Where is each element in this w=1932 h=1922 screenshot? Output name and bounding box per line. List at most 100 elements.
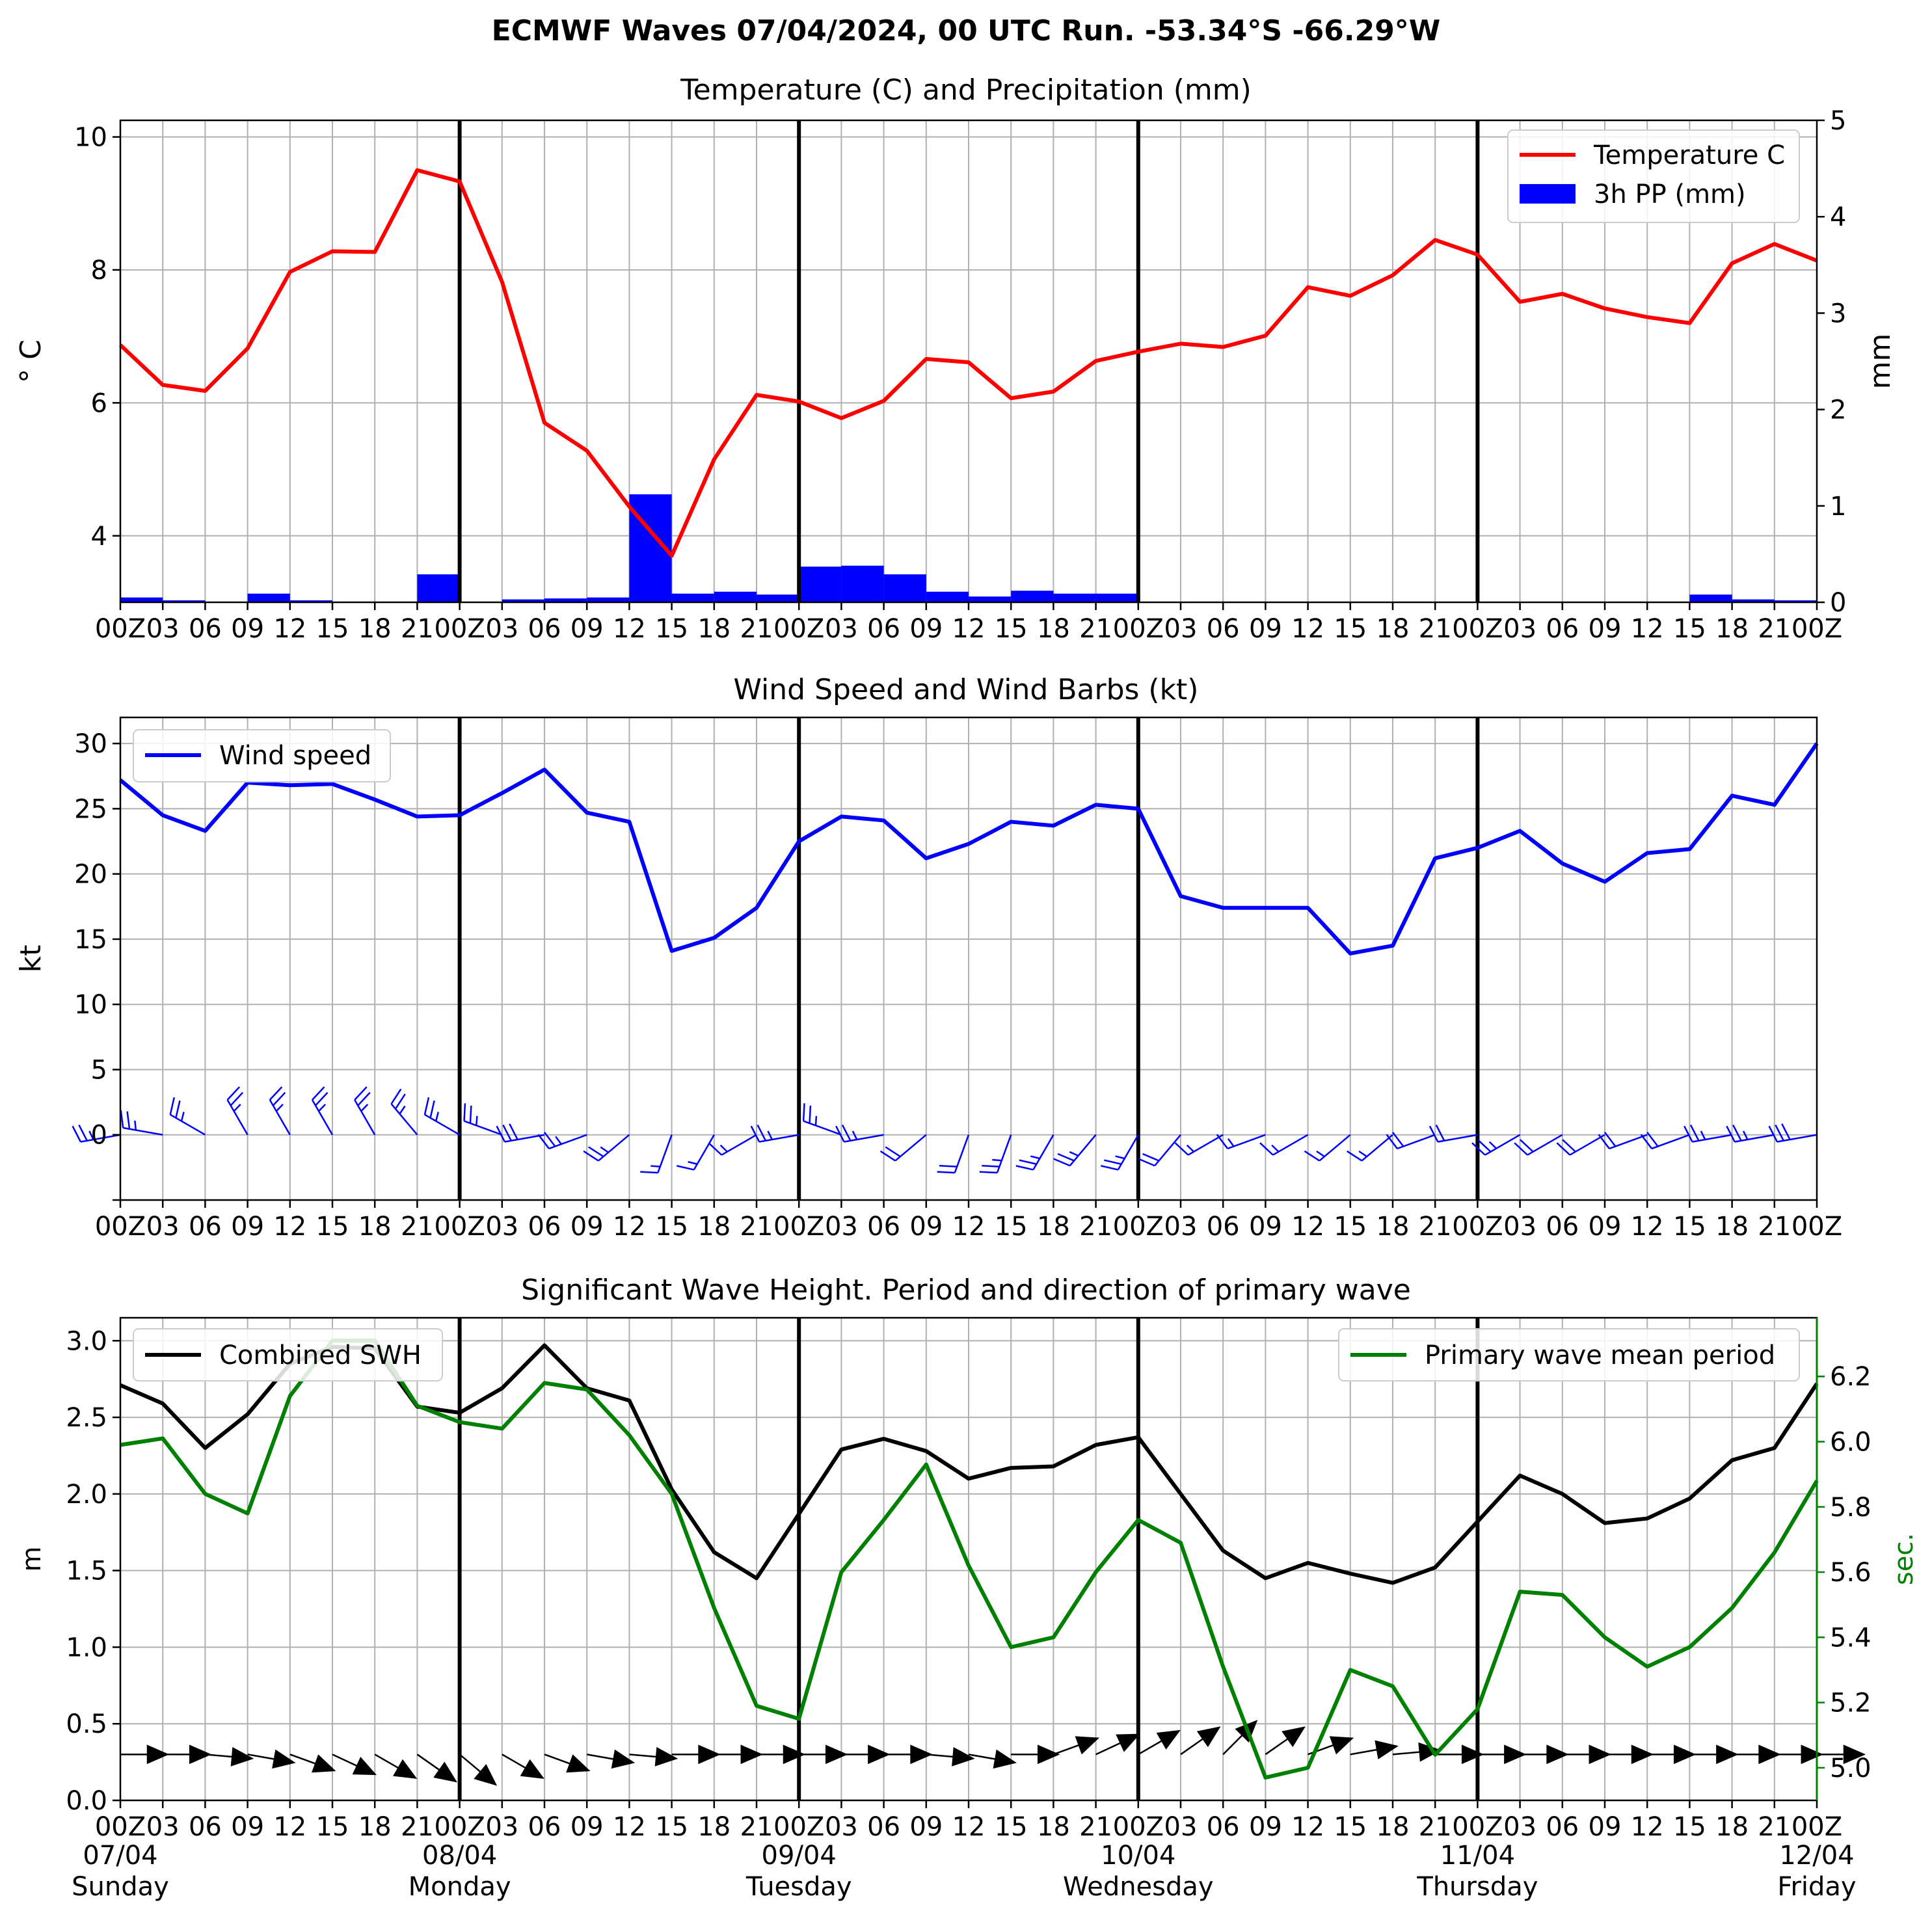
- precip-bar: [417, 574, 460, 602]
- y-tick-label: 1.5: [66, 1556, 107, 1586]
- wind-barb: [1684, 1124, 1732, 1143]
- wind-barbs: [72, 1086, 1818, 1174]
- precip-bar: [587, 597, 630, 602]
- x-tick-label: 00Z: [434, 614, 485, 644]
- wind-speed-line: [119, 742, 1819, 955]
- x-tick-label: 21: [1419, 1212, 1452, 1242]
- y-axis-label-temperature: ° C: [14, 340, 47, 383]
- y-tick-label: 2.0: [66, 1480, 107, 1510]
- x-tick-label: 18: [697, 614, 731, 644]
- wave-direction-arrow: [544, 1754, 591, 1773]
- precip-bar: [883, 574, 926, 602]
- y-tick-label: 4: [91, 522, 107, 552]
- legend-box: [1338, 1328, 1800, 1381]
- x-tick-label: 12: [952, 1212, 986, 1242]
- panel-grid-2: [120, 717, 1818, 1200]
- x-tick-label: 15: [1334, 614, 1367, 644]
- wave-direction-arrow: [1350, 1740, 1399, 1759]
- legend-label-temperature: Temperature C: [1593, 140, 1785, 170]
- precip-bar: [1095, 593, 1138, 602]
- x-tick-label: 18: [1715, 1812, 1749, 1842]
- x-ticks-2: 00Z 03 06 09 12 15 18 21 00Z 03 06 09 12 15 18 21 00Z 03 0…: [95, 1200, 1842, 1242]
- y-tick-label-right: 0: [1830, 588, 1846, 618]
- x-tick-label: 00Z: [1113, 1212, 1164, 1242]
- x-tick-label: 15: [995, 614, 1028, 644]
- wave-direction-arrow: [1605, 1744, 1654, 1765]
- x-tick-label: 06: [867, 1812, 900, 1842]
- precip-bar: [1774, 600, 1817, 602]
- wind-barb: [423, 1097, 461, 1136]
- x-tick-label: 00Z: [434, 1812, 485, 1842]
- x-tick-label: 00Z: [1113, 1812, 1164, 1842]
- x-tick-label: 21: [1758, 614, 1791, 644]
- y-tick-label: 1.0: [66, 1633, 107, 1662]
- precip-bar: [163, 600, 206, 602]
- wave-direction-arrow: [120, 1744, 170, 1765]
- legend-temperature: Temperature C 3h PP (mm): [1507, 129, 1800, 223]
- x-tick-label: 18: [697, 1812, 731, 1842]
- x-tick-label: 18: [1037, 1812, 1070, 1842]
- legend-swh: Combined SWH: [133, 1328, 443, 1381]
- wave-direction-arrow: [1774, 1744, 1823, 1765]
- wind-barb: [1304, 1134, 1351, 1162]
- x-tick-label: 03: [1164, 614, 1198, 644]
- x-tick-label: 00Z: [95, 614, 146, 644]
- y-tick-label-right: 2: [1830, 395, 1846, 425]
- y-tick-label-right: 5.0: [1830, 1754, 1872, 1783]
- wind-barb: [677, 1134, 715, 1171]
- wave-direction-arrow: [629, 1747, 678, 1767]
- x-tick-label: 00Z: [1452, 614, 1503, 644]
- x-tick-label: 03: [1164, 1812, 1198, 1842]
- x-tick-label: 00Z: [434, 1212, 485, 1242]
- precip-bar: [926, 591, 969, 602]
- wind-barb: [937, 1134, 970, 1174]
- panel-title-wind: Wind Speed and Wind Barbs (kt): [734, 673, 1199, 706]
- weekday-label: Monday: [409, 1872, 511, 1902]
- y-tick-label-right: 5.8: [1830, 1493, 1872, 1523]
- wave-direction-arrow: [502, 1754, 544, 1779]
- x-tick-label: 18: [1376, 1212, 1410, 1242]
- date-label: 07/04: [83, 1841, 157, 1871]
- wave-direction-arrow: [332, 1754, 377, 1776]
- x-tick-label: 09: [231, 1812, 264, 1842]
- wave-direction-arrow: [1308, 1736, 1354, 1755]
- wave-direction-arrow: [968, 1749, 1017, 1769]
- x-tick-label: 12: [613, 614, 646, 644]
- wave-direction-arrow: [247, 1749, 296, 1769]
- wave-direction-arrow: [714, 1744, 763, 1765]
- figure-title: ECMWF Waves 07/04/2024, 00 UTC Run. -53.…: [492, 14, 1441, 47]
- x-tick-label: 06: [867, 614, 900, 644]
- precip-bar: [544, 598, 587, 602]
- y-ticks-temperature: 4 6 8 10: [74, 123, 120, 552]
- legend-wind: Wind speed: [133, 729, 391, 782]
- x-tick-label: 09: [570, 1212, 604, 1242]
- wave-direction-arrow: [1520, 1744, 1569, 1765]
- x-tick-label: 06: [189, 614, 222, 644]
- y-axis-label-swh: m: [17, 1547, 47, 1572]
- x-tick-label: 06: [528, 614, 561, 644]
- x-tick-label: 15: [1334, 1212, 1367, 1242]
- x-tick-label: 15: [995, 1212, 1028, 1242]
- x-tick-label: 15: [995, 1812, 1028, 1842]
- x-tick-label: 15: [655, 614, 688, 644]
- x-tick-label: 09: [1589, 1212, 1622, 1242]
- x-tick-label: 06: [1546, 614, 1579, 644]
- y-tick-label-right: 5.6: [1830, 1558, 1872, 1588]
- y-tick-label: 25: [74, 794, 107, 824]
- wave-direction-arrow: [586, 1749, 636, 1769]
- y-tick-label-right: 3: [1830, 299, 1846, 328]
- wave-direction-arrow: [1180, 1726, 1221, 1755]
- wave-direction-arrow: [1477, 1744, 1527, 1765]
- y-tick-label: 0.5: [66, 1709, 107, 1739]
- x-tick-label: 03: [825, 1812, 858, 1842]
- x-tick-label: 18: [358, 1212, 392, 1242]
- wind-barb: [1053, 1134, 1097, 1167]
- legend-box: [133, 729, 391, 782]
- x-tick-label: 21: [1079, 614, 1112, 644]
- wave-direction-arrow: [459, 1754, 498, 1786]
- wave-panel: Significant Wave Height. Period and dire…: [17, 1274, 1919, 1902]
- date-label: 09/04: [762, 1841, 837, 1871]
- wind-barb: [1471, 1134, 1521, 1156]
- wave-direction-arrow: [1138, 1729, 1181, 1755]
- wind-barb: [390, 1088, 418, 1136]
